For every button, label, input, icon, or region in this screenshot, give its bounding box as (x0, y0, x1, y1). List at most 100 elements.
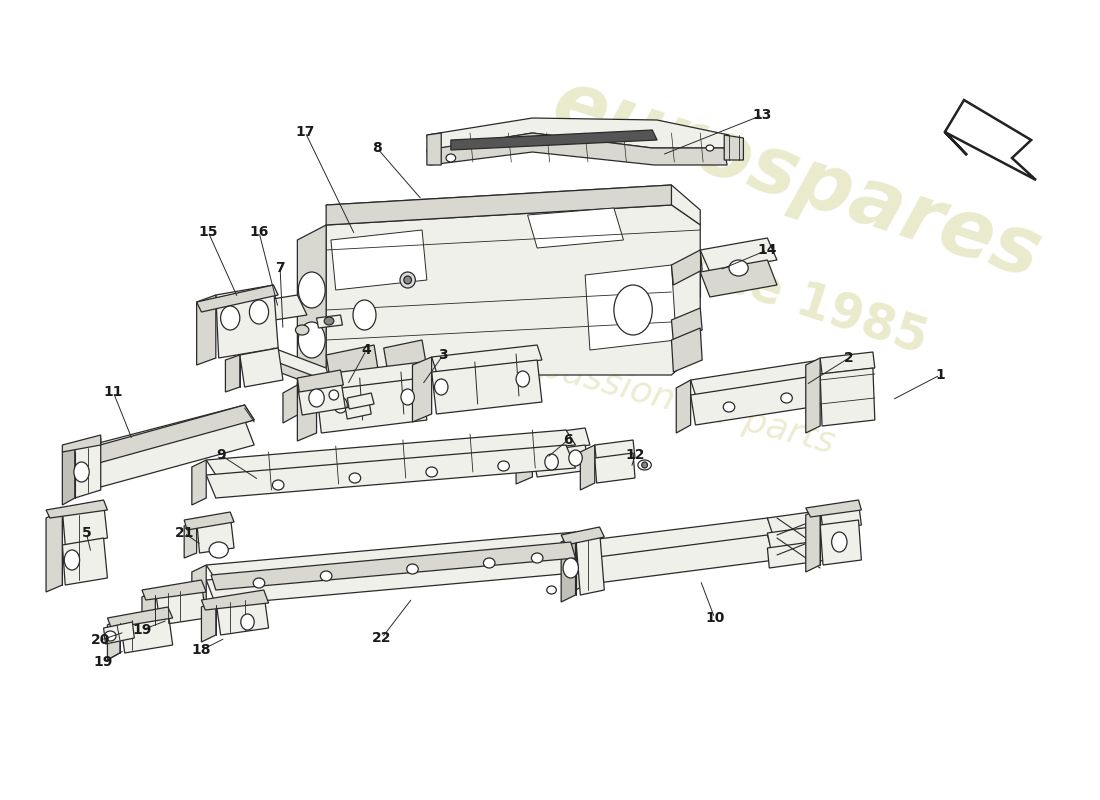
Polygon shape (768, 525, 829, 556)
Ellipse shape (298, 322, 326, 358)
Polygon shape (561, 535, 575, 602)
Ellipse shape (638, 460, 651, 470)
Polygon shape (216, 295, 307, 328)
Text: 21: 21 (175, 526, 194, 540)
Polygon shape (120, 610, 173, 653)
Polygon shape (575, 540, 590, 590)
Polygon shape (585, 265, 676, 350)
Ellipse shape (296, 325, 309, 335)
Ellipse shape (832, 532, 847, 552)
Polygon shape (197, 515, 234, 553)
Polygon shape (671, 308, 702, 342)
Text: 18: 18 (191, 643, 211, 657)
Ellipse shape (241, 614, 254, 630)
Polygon shape (63, 538, 108, 585)
Polygon shape (206, 547, 585, 605)
Polygon shape (768, 510, 829, 533)
Polygon shape (272, 360, 326, 390)
Polygon shape (297, 375, 317, 441)
Ellipse shape (74, 462, 89, 482)
Text: 6: 6 (563, 433, 573, 447)
Ellipse shape (253, 578, 265, 588)
Polygon shape (63, 503, 108, 545)
Polygon shape (317, 315, 342, 328)
Text: 4: 4 (362, 343, 372, 357)
Polygon shape (701, 260, 777, 297)
Text: 9: 9 (216, 448, 225, 462)
Text: 10: 10 (705, 611, 724, 625)
Polygon shape (206, 445, 575, 498)
Polygon shape (184, 512, 234, 530)
Polygon shape (821, 503, 861, 530)
Polygon shape (427, 118, 729, 150)
Polygon shape (676, 380, 691, 433)
Polygon shape (191, 460, 206, 505)
Text: 7: 7 (275, 261, 285, 275)
Polygon shape (326, 185, 701, 225)
Polygon shape (671, 328, 702, 372)
Text: a passion for parts: a passion for parts (504, 340, 838, 460)
Ellipse shape (104, 631, 117, 641)
Polygon shape (701, 238, 777, 272)
Polygon shape (331, 230, 427, 290)
Ellipse shape (298, 272, 326, 308)
Polygon shape (581, 445, 595, 490)
Polygon shape (671, 250, 702, 285)
Text: 19: 19 (94, 655, 113, 669)
Ellipse shape (273, 480, 284, 490)
Ellipse shape (781, 393, 792, 403)
Ellipse shape (309, 389, 324, 407)
Text: 1: 1 (935, 368, 945, 382)
Polygon shape (184, 520, 197, 558)
Text: 3: 3 (439, 348, 448, 362)
Polygon shape (142, 590, 155, 632)
Ellipse shape (706, 145, 714, 151)
Polygon shape (528, 208, 624, 248)
Text: 8: 8 (372, 141, 382, 155)
Polygon shape (283, 385, 297, 423)
Polygon shape (155, 583, 206, 625)
Polygon shape (206, 532, 585, 580)
Ellipse shape (544, 454, 559, 470)
Ellipse shape (324, 317, 333, 325)
Polygon shape (412, 357, 431, 422)
Polygon shape (326, 185, 671, 225)
Polygon shape (108, 618, 120, 660)
Polygon shape (63, 435, 101, 452)
Polygon shape (297, 370, 343, 392)
Ellipse shape (353, 300, 376, 330)
Polygon shape (806, 358, 821, 433)
Polygon shape (691, 375, 825, 425)
Text: 12: 12 (625, 448, 645, 462)
Polygon shape (63, 445, 75, 505)
Polygon shape (297, 378, 345, 415)
Polygon shape (191, 565, 206, 612)
Text: 22: 22 (372, 631, 392, 645)
Ellipse shape (516, 371, 529, 387)
Polygon shape (226, 355, 240, 392)
Polygon shape (326, 205, 701, 375)
Text: 14: 14 (758, 243, 777, 257)
Ellipse shape (484, 558, 495, 568)
Text: 16: 16 (250, 225, 268, 239)
Ellipse shape (547, 586, 557, 594)
Polygon shape (211, 542, 575, 590)
Polygon shape (46, 510, 63, 592)
Polygon shape (75, 438, 101, 498)
Ellipse shape (64, 550, 79, 570)
Ellipse shape (402, 389, 415, 405)
Polygon shape (201, 590, 268, 610)
Polygon shape (197, 285, 278, 312)
Polygon shape (201, 600, 216, 642)
Polygon shape (691, 360, 825, 395)
Ellipse shape (320, 571, 332, 581)
Ellipse shape (209, 542, 229, 558)
Text: 17: 17 (295, 125, 315, 139)
Polygon shape (216, 285, 278, 358)
Polygon shape (806, 508, 821, 572)
Polygon shape (595, 453, 635, 483)
Ellipse shape (404, 276, 411, 284)
Polygon shape (821, 352, 875, 374)
Ellipse shape (531, 553, 543, 563)
Polygon shape (532, 428, 590, 452)
